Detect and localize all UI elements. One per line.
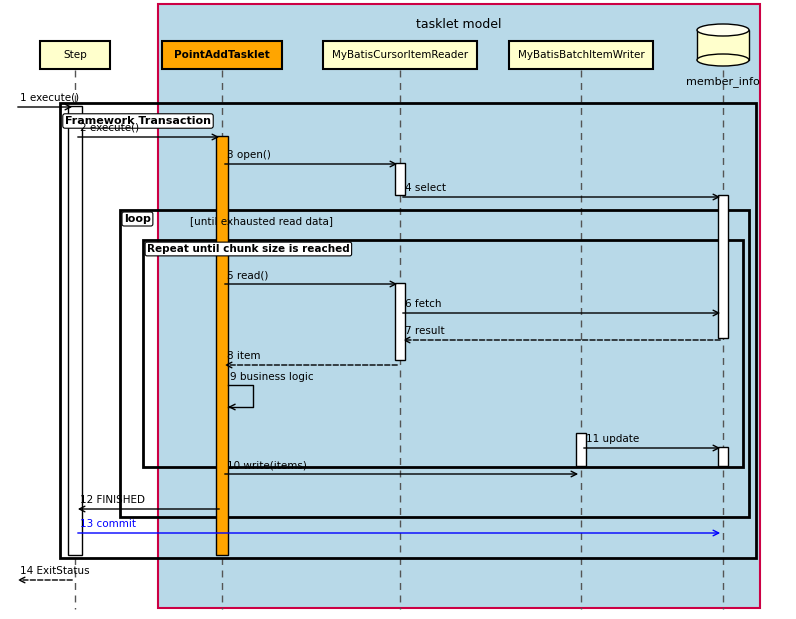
Text: 5 read(): 5 read() bbox=[227, 270, 268, 280]
Bar bbox=[162, 41, 282, 69]
Bar bbox=[718, 447, 728, 466]
Bar bbox=[323, 41, 477, 69]
Bar bbox=[40, 41, 110, 69]
Text: 6 fetch: 6 fetch bbox=[405, 299, 442, 309]
Bar bbox=[395, 163, 405, 195]
Text: Repeat until chunk size is reached: Repeat until chunk size is reached bbox=[147, 244, 349, 254]
Text: 11 update: 11 update bbox=[586, 434, 639, 444]
Bar bbox=[576, 433, 586, 466]
Bar bbox=[718, 195, 728, 338]
Text: 12 FINISHED: 12 FINISHED bbox=[80, 495, 145, 505]
Bar bbox=[697, 30, 749, 60]
Text: 14 ExitStatus: 14 ExitStatus bbox=[20, 566, 90, 576]
Text: 9 business logic: 9 business logic bbox=[230, 372, 314, 382]
Text: 1 execute(): 1 execute() bbox=[20, 93, 79, 103]
Bar bbox=[158, 4, 760, 608]
Bar bbox=[68, 106, 82, 555]
Text: 4 select: 4 select bbox=[405, 183, 446, 193]
Ellipse shape bbox=[697, 24, 749, 36]
Text: MyBatisCursorItemReader: MyBatisCursorItemReader bbox=[332, 50, 468, 60]
Text: member_info: member_info bbox=[686, 76, 760, 87]
Bar bbox=[143, 240, 743, 467]
Bar bbox=[509, 41, 653, 69]
Bar bbox=[216, 136, 228, 555]
Text: MyBatisBatchItemWriter: MyBatisBatchItemWriter bbox=[517, 50, 645, 60]
Text: 13 commit: 13 commit bbox=[80, 519, 136, 529]
Ellipse shape bbox=[697, 54, 749, 66]
Text: [until exhausted read data]: [until exhausted read data] bbox=[190, 216, 333, 226]
Text: 3 open(): 3 open() bbox=[227, 150, 271, 160]
Text: 2 execute(): 2 execute() bbox=[80, 123, 139, 133]
Text: tasklet model: tasklet model bbox=[416, 18, 501, 31]
Bar bbox=[60, 103, 756, 558]
Bar bbox=[120, 210, 749, 517]
Text: PointAddTasklet: PointAddTasklet bbox=[174, 50, 270, 60]
Text: 10 write(items): 10 write(items) bbox=[227, 460, 307, 470]
Text: loop: loop bbox=[124, 214, 151, 224]
Text: Step: Step bbox=[63, 50, 87, 60]
Bar bbox=[395, 283, 405, 360]
Text: 8 item: 8 item bbox=[227, 351, 260, 361]
Text: 7 result: 7 result bbox=[405, 326, 445, 336]
Text: Framework Transaction: Framework Transaction bbox=[65, 116, 211, 126]
